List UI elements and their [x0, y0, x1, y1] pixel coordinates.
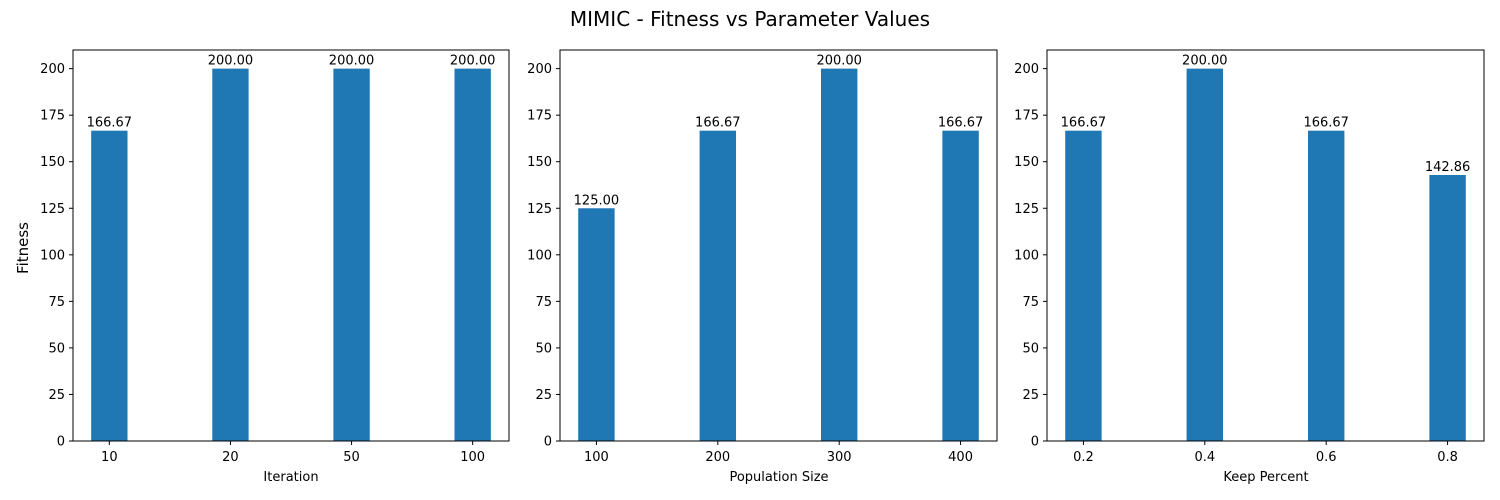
bar-keep-percent-0_4 [1186, 68, 1224, 442]
bar-iteration-100 [454, 68, 491, 442]
x-tick-label-iteration-20: 20 [222, 450, 239, 465]
y-tick-label-iteration-25: 25 [48, 388, 65, 403]
x-tick-label-keep-percent-0_4: 0.4 [1194, 450, 1215, 465]
x-axis-label-iteration: Iteration [263, 470, 318, 485]
y-tick-label-iteration-175: 175 [40, 109, 65, 124]
y-tick-label-population-size-200: 200 [527, 62, 552, 77]
data-label-keep-percent-0_8: 142.86 [1425, 160, 1471, 175]
bar-iteration-20 [212, 68, 249, 442]
axes-frame-iteration [72, 49, 510, 442]
data-label-keep-percent-0_4: 200.00 [1182, 54, 1228, 69]
y-tick-label-population-size-75: 75 [535, 295, 552, 310]
data-label-iteration-100: 200.00 [450, 54, 496, 69]
x-tick-label-iteration-100: 100 [460, 450, 485, 465]
y-tick-label-iteration-50: 50 [48, 341, 65, 356]
x-axis-label-population-size: Population Size [729, 470, 828, 485]
y-tick-label-population-size-150: 150 [527, 155, 552, 170]
y-tick-label-population-size-125: 125 [527, 202, 552, 217]
x-tick-label-keep-percent-0_8: 0.8 [1437, 450, 1458, 465]
subplot-keep-percent: Keep Percent 166.67 200.00 166.67 142.86 0 25… [1014, 49, 1485, 485]
y-tick-label-iteration-200: 200 [40, 62, 65, 77]
x-tick-label-population-size-100: 100 [584, 450, 609, 465]
x-tick-label-population-size-200: 200 [705, 450, 730, 465]
y-tick-label-population-size-25: 25 [535, 388, 552, 403]
bar-iteration-50 [333, 68, 370, 442]
bar-keep-percent-0_6 [1307, 130, 1345, 441]
x-tick-label-iteration-50: 50 [343, 450, 360, 465]
x-tick-label-keep-percent-0_2: 0.2 [1073, 450, 1094, 465]
bar-population-size-300 [820, 68, 858, 442]
y-tick-label-keep-percent-25: 25 [1022, 388, 1039, 403]
bar-population-size-200 [699, 130, 737, 441]
axes-frame-keep-percent [1046, 49, 1485, 442]
y-tick-label-keep-percent-0: 0 [1031, 435, 1039, 450]
bar-population-size-400 [942, 130, 979, 441]
y-tick-label-keep-percent-100: 100 [1014, 248, 1039, 263]
figure-title: MIMIC - Fitness vs Parameter Values [570, 7, 930, 31]
data-label-population-size-200: 166.67 [695, 116, 741, 131]
data-label-keep-percent-0_2: 166.67 [1061, 116, 1107, 131]
data-label-iteration-50: 200.00 [329, 54, 375, 69]
y-tick-label-iteration-0: 0 [57, 435, 65, 450]
y-tick-label-keep-percent-150: 150 [1014, 155, 1039, 170]
y-tick-label-iteration-100: 100 [40, 248, 65, 263]
axes-frame-population-size [559, 49, 998, 442]
y-tick-label-iteration-150: 150 [40, 155, 65, 170]
data-label-population-size-100: 125.00 [574, 193, 620, 208]
bar-keep-percent-0_2 [1065, 130, 1102, 441]
y-tick-label-keep-percent-75: 75 [1022, 295, 1039, 310]
data-label-iteration-20: 200.00 [208, 54, 254, 69]
bar-population-size-100 [578, 208, 615, 441]
y-tick-label-keep-percent-175: 175 [1014, 109, 1039, 124]
y-tick-label-iteration-75: 75 [48, 295, 65, 310]
x-tick-label-population-size-400: 400 [948, 450, 973, 465]
subplot-population-size: Population Size 125.00 166.67 200.00 166.67… [527, 49, 998, 485]
x-tick-label-keep-percent-0_6: 0.6 [1316, 450, 1337, 465]
y-axis-label: Fitness [14, 222, 32, 274]
x-tick-label-population-size-300: 300 [827, 450, 852, 465]
y-tick-label-keep-percent-200: 200 [1014, 62, 1039, 77]
y-tick-label-keep-percent-50: 50 [1022, 341, 1039, 356]
data-label-population-size-400: 166.67 [938, 116, 984, 131]
bar-keep-percent-0_8 [1429, 175, 1466, 441]
y-tick-label-population-size-50: 50 [535, 341, 552, 356]
subplot-iteration: Iteration 166.67 200.00 200.00 200.00 0 25 50 7… [40, 49, 510, 485]
data-label-keep-percent-0_6: 166.67 [1303, 116, 1349, 131]
y-tick-label-population-size-175: 175 [527, 109, 552, 124]
bar-iteration-10 [91, 130, 128, 441]
y-tick-label-population-size-0: 0 [544, 435, 552, 450]
data-label-iteration-10: 166.67 [87, 116, 133, 131]
x-axis-label-keep-percent: Keep Percent [1223, 470, 1308, 485]
y-tick-label-population-size-100: 100 [527, 248, 552, 263]
y-tick-label-iteration-125: 125 [40, 202, 65, 217]
data-label-population-size-300: 200.00 [816, 54, 862, 69]
x-tick-label-iteration-10: 10 [101, 450, 118, 465]
y-tick-label-keep-percent-125: 125 [1014, 202, 1039, 217]
